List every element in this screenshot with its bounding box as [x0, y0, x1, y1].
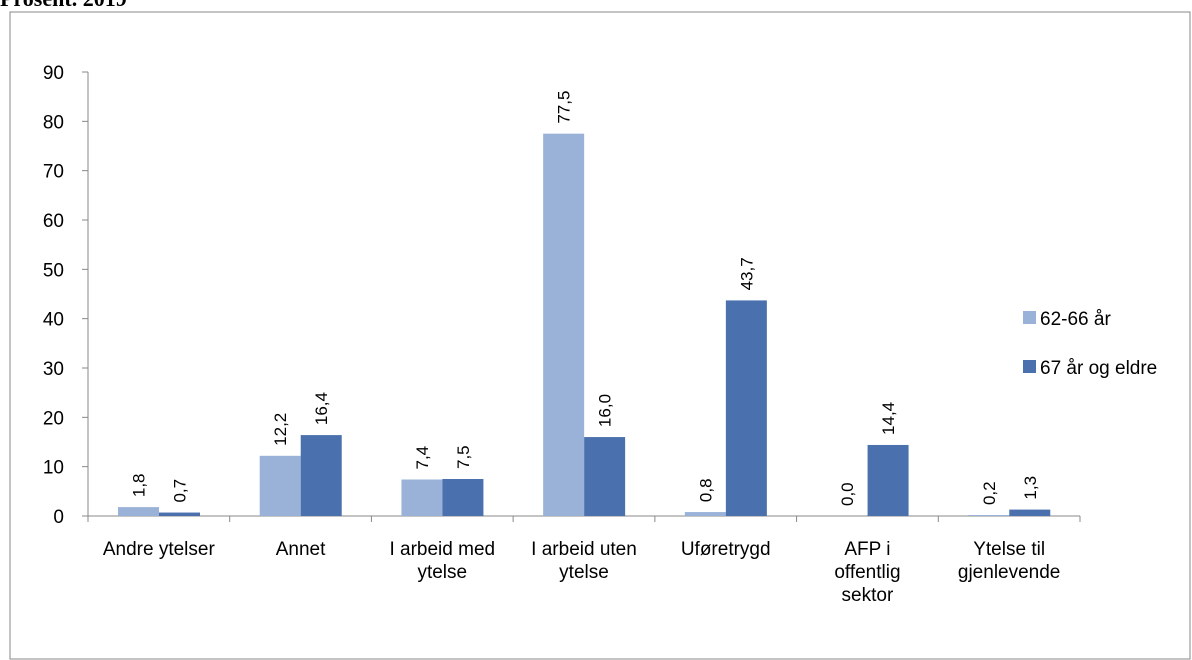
bar [968, 515, 1010, 516]
y-tick-label: 50 [43, 260, 64, 281]
y-tick-label: 20 [43, 408, 64, 429]
bar [401, 479, 443, 516]
value-label: 1,3 [1021, 476, 1040, 500]
bar [159, 512, 200, 516]
bar [725, 300, 767, 516]
y-tick-label: 40 [43, 310, 64, 331]
y-tick-label: 70 [43, 162, 64, 183]
x-tick-label: Andre ytelser [102, 539, 215, 560]
x-tick-label: Ytelse til gjenlevende [957, 539, 1061, 583]
bar [300, 435, 342, 516]
value-label: 0,0 [838, 482, 857, 506]
bar [684, 512, 726, 516]
x-tick-label: Annet [275, 539, 326, 560]
chart-title: Prosent. 2019 [0, 0, 127, 11]
bar [584, 437, 626, 516]
y-tick-label: 30 [43, 359, 64, 380]
value-label: 16,0 [596, 394, 615, 427]
value-label: 14,4 [879, 402, 898, 435]
y-tick-label: 90 [43, 63, 64, 84]
chart-border [9, 11, 1191, 660]
legend-label: 62-66 år [1040, 309, 1111, 330]
legend-swatch [1023, 360, 1036, 373]
value-label: 12,2 [271, 413, 290, 446]
bar [259, 455, 301, 516]
bar [867, 444, 909, 516]
y-tick-label: 80 [43, 112, 64, 133]
x-tick-label: Uføretrygd [680, 539, 771, 560]
bar [1009, 509, 1051, 516]
x-tick-label: AFP i offentlig sektor [834, 539, 901, 606]
y-tick-label: 60 [43, 211, 64, 232]
value-label: 77,5 [555, 91, 574, 124]
bar [543, 133, 585, 516]
bar [442, 479, 484, 516]
x-tick-label: I arbeid med ytelse [389, 539, 496, 583]
value-label: 7,4 [413, 446, 432, 470]
y-tick-label: 0 [53, 507, 64, 528]
value-label: 0,8 [696, 478, 715, 502]
value-label: 16,4 [312, 392, 331, 425]
value-label: 43,7 [737, 257, 756, 290]
x-tick-label: I arbeid uten ytelse [531, 539, 637, 583]
value-label: 7,5 [454, 445, 473, 469]
y-tick-label: 10 [43, 458, 64, 479]
bar [118, 507, 159, 516]
value-label: 0,2 [980, 481, 999, 505]
value-label: 1,8 [130, 473, 149, 497]
legend-label: 67 år og eldre [1040, 358, 1157, 379]
legend-swatch [1023, 311, 1036, 324]
value-label: 0,7 [171, 479, 190, 503]
